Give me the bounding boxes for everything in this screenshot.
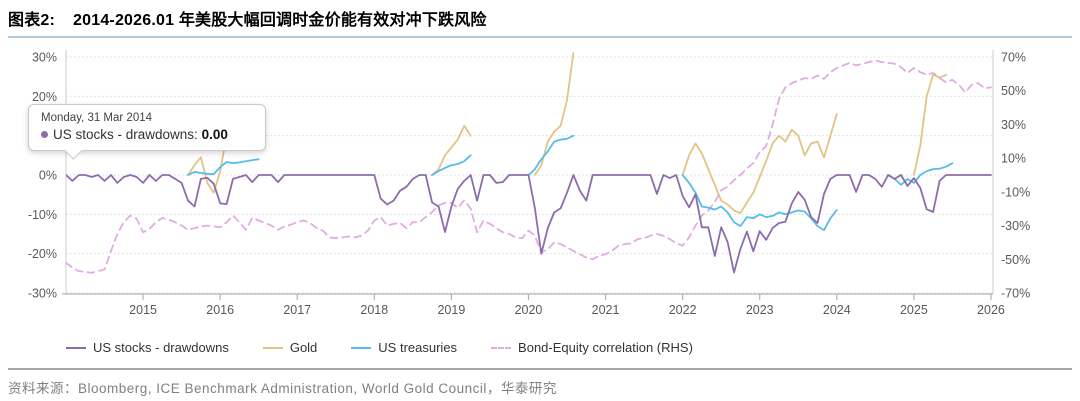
legend-item-us-stocks-drawdowns[interactable]: US stocks - drawdowns — [66, 340, 229, 355]
legend-marker — [262, 346, 283, 349]
axis-tick-label: -20% — [28, 247, 57, 261]
series-line-bond-equity-correlation-rhs- — [66, 59, 992, 274]
legend-label: US treasuries — [378, 340, 458, 355]
legend-label: Gold — [289, 340, 318, 355]
axis-tick-label: 10% — [1001, 152, 1026, 166]
axis-tick-label: 2023 — [746, 303, 774, 317]
tooltip-date: Monday, 31 Mar 2014 — [41, 112, 153, 124]
series-marker-dot — [41, 131, 48, 138]
series-line-gold — [187, 52, 947, 215]
axis-tick-label: 2019 — [437, 303, 465, 317]
source-note: 资料来源：Bloomberg, ICE Benchmark Administra… — [8, 368, 1072, 397]
axis-tick-label: 2015 — [129, 303, 157, 317]
legend-marker — [491, 346, 512, 349]
legend-label: Bond-Equity correlation (RHS) — [518, 340, 693, 355]
axis-tick-label: 30% — [1001, 118, 1026, 132]
chart-tooltip: Monday, 31 Mar 2014 US stocks - drawdown… — [28, 104, 266, 160]
chart-legend: US stocks - drawdowns Gold US treasuries Bo… — [66, 340, 693, 355]
tooltip-value-row: US stocks - drawdowns: 0.00 — [41, 127, 253, 142]
legend-label: US stocks - drawdowns — [93, 340, 229, 355]
axis-tick-label: -10% — [1001, 185, 1030, 199]
axis-tick-label: 2022 — [669, 303, 697, 317]
axis-tick-label: 2016 — [206, 303, 234, 317]
tooltip-series-label: US stocks - drawdowns: — [53, 127, 198, 142]
axis-tick-label: -10% — [28, 208, 57, 222]
figure-tag: 图表2: — [8, 12, 56, 29]
axis-tick-label: 20% — [32, 90, 57, 104]
series-line-us-treasuries — [187, 134, 954, 231]
axis-tick-label: 2018 — [360, 303, 388, 317]
axis-tick-label: 2024 — [823, 303, 851, 317]
axis-tick-label: 2020 — [515, 303, 543, 317]
axis-tick-label: 2026 — [977, 303, 1005, 317]
legend-item-bond-equity-correlation-rhs-[interactable]: Bond-Equity correlation (RHS) — [491, 340, 693, 355]
tooltip-value: 0.00 — [201, 127, 228, 142]
axis-tick-label: 0% — [39, 169, 57, 183]
legend-marker — [351, 346, 372, 349]
legend-marker — [66, 346, 86, 349]
legend-item-gold[interactable]: Gold — [262, 340, 318, 355]
series-line-us-stocks-drawdowns — [66, 174, 992, 274]
axis-tick-label: -70% — [1001, 287, 1030, 301]
axis-tick-label: 2021 — [592, 303, 620, 317]
axis-tick-label: 30% — [32, 51, 57, 65]
figure-header: 图表2: 2014-2026.01 年美股大幅回调时金价能有效对冲下跌风险 — [8, 6, 1072, 38]
axis-tick-label: 2025 — [900, 303, 928, 317]
axis-tick-label: -30% — [28, 287, 57, 301]
axis-tick-label: 50% — [1001, 84, 1026, 98]
axis-tick-label: 70% — [1001, 51, 1026, 65]
axis-tick-label: -30% — [1001, 219, 1030, 233]
figure-title: 2014-2026.01 年美股大幅回调时金价能有效对冲下跌风险 — [73, 12, 487, 29]
legend-item-us-treasuries[interactable]: US treasuries — [351, 340, 457, 355]
axis-tick-label: 2017 — [283, 303, 311, 317]
axis-tick-label: -50% — [1001, 253, 1030, 267]
